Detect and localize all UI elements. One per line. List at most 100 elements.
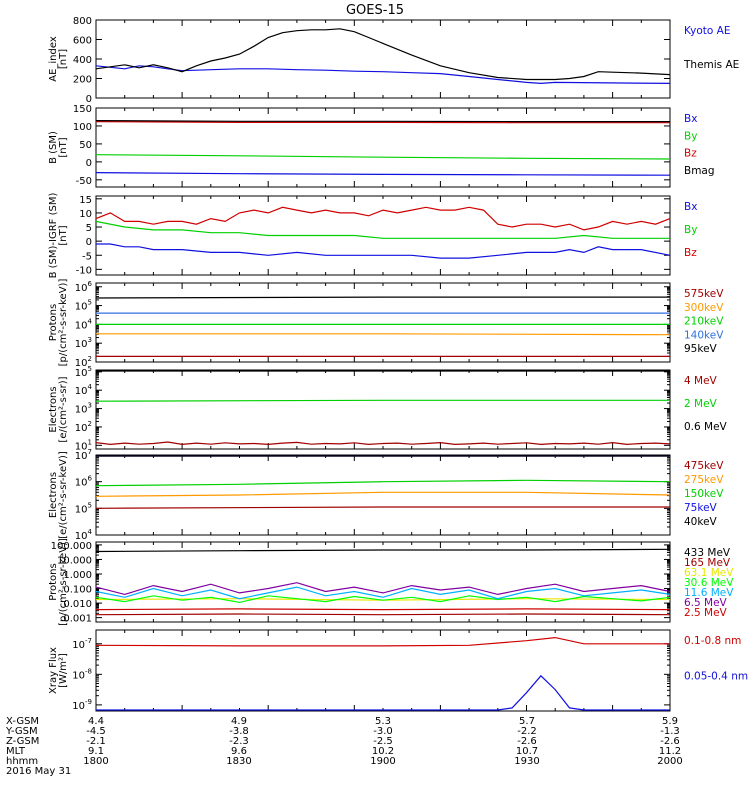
y-axis-label: [e/(cm²-s-sr)] xyxy=(58,376,69,442)
series-line xyxy=(95,121,670,124)
legend-label: 2.5 MeV xyxy=(684,607,728,619)
y-tick-label: 100.000 xyxy=(51,541,92,552)
footer-value: -2.2 xyxy=(517,726,537,737)
y-tick-label: 200 xyxy=(73,75,92,86)
legend-label: Kyoto AE xyxy=(684,25,730,37)
legend-label: 63.1 MeV xyxy=(684,567,734,579)
panel-1: AE_index [nT] 0 200 400 600 800 Kyoto AE Themis … xyxy=(48,16,739,105)
y-tick-label: 105 xyxy=(75,501,92,515)
legend-label: 4 MeV xyxy=(684,375,718,387)
y-tick-label: 104 xyxy=(75,317,93,331)
y-tick-label: 105 xyxy=(75,365,92,379)
panel-2: B (SM) [nT] -50 0 50 100 150 Bx By Bz Bmag xyxy=(48,104,715,188)
y-tick-label: -50 xyxy=(76,176,92,187)
y-axis-label: AE_index xyxy=(48,36,59,82)
legend-label: By xyxy=(684,224,697,236)
legend-label: 11.6 MeV xyxy=(684,587,734,599)
y-tick-label: 0 xyxy=(86,237,92,248)
y-tick-label: 150 xyxy=(73,104,92,115)
series-line xyxy=(95,220,670,239)
plot-title: GOES-15 xyxy=(346,3,404,18)
series-line xyxy=(95,608,671,611)
y-tick-label: 0 xyxy=(86,94,92,105)
y-axis-label: [W/m²] xyxy=(58,653,69,688)
series-line xyxy=(95,65,671,85)
footer-value: 1830 xyxy=(226,756,251,767)
series-line xyxy=(96,333,671,336)
series-line xyxy=(95,506,670,509)
footer-row-label: MLT xyxy=(6,746,26,757)
y-axis-label: Electrons xyxy=(48,472,59,518)
y-tick-label: 400 xyxy=(73,55,92,66)
y-tick-label: 10.000 xyxy=(57,555,92,566)
panel-frame xyxy=(95,369,671,450)
series-line xyxy=(95,399,670,402)
legend-label: 2 MeV xyxy=(684,398,718,410)
legend-label: 433 MeV xyxy=(684,547,731,559)
footer-value: 9.6 xyxy=(231,746,247,757)
y-tick-label: 0.010 xyxy=(63,599,92,610)
series-line xyxy=(95,479,671,487)
legend-label: 150keV xyxy=(684,488,724,500)
legend-label: Bmag xyxy=(684,165,715,177)
series-line xyxy=(96,243,671,259)
footer-value: 10.2 xyxy=(372,746,394,757)
legend-label: 140keV xyxy=(684,329,724,341)
y-tick-label: 10-8 xyxy=(72,667,92,681)
series-line xyxy=(95,636,670,647)
footer-value: 10.7 xyxy=(516,746,538,757)
series-line xyxy=(95,586,671,600)
footer-value: -2.1 xyxy=(86,736,106,747)
y-tick-label: 106 xyxy=(75,475,93,489)
footer-value: -3.0 xyxy=(373,726,393,737)
y-axis-label: [e/(cm²-s-sr-keV)] xyxy=(58,451,69,539)
footer-row-label: hhmm xyxy=(6,756,38,767)
series-line xyxy=(95,172,671,176)
legend-label: 210keV xyxy=(684,316,724,328)
legend-label: By xyxy=(684,130,697,142)
y-axis-label: Protons xyxy=(48,563,59,600)
footer-value: 1800 xyxy=(83,756,108,767)
legend-label: Bx xyxy=(684,201,697,213)
footer-value: 1900 xyxy=(370,756,395,767)
series-line xyxy=(95,120,670,123)
footer-value: -4.5 xyxy=(86,726,106,737)
y-tick-label: 103 xyxy=(75,402,92,416)
legend-label: 0.1-0.8 nm xyxy=(684,635,741,647)
footer-value: -2.6 xyxy=(517,736,537,747)
legend-label: 75keV xyxy=(684,502,718,514)
series-line xyxy=(95,595,671,604)
y-tick-label: 102 xyxy=(75,355,92,369)
footer-value: 1930 xyxy=(514,756,539,767)
legend-label: 30.6 MeV xyxy=(684,577,734,589)
footer-row-label: 2016 May 31 xyxy=(6,766,71,777)
panel-6: Electrons [e/(cm²-s-sr-keV)] 104 105 106 107 4… xyxy=(48,448,724,542)
series-line xyxy=(96,674,670,711)
y-tick-label: 10-7 xyxy=(72,637,92,651)
footer-row-label: Z-GSM xyxy=(6,736,39,747)
y-axis-label: Xray Flux xyxy=(48,647,59,694)
series-line xyxy=(95,491,671,497)
legend-label: Bx xyxy=(684,113,697,125)
footer-value: -2.3 xyxy=(229,736,249,747)
y-tick-label: 800 xyxy=(73,16,92,27)
legend-label: Bz xyxy=(684,148,697,160)
panel-8: Xray Flux [W/m²]10-9 10-8 10-7 0.1-0.8 nm 0.0… xyxy=(48,629,748,712)
series-line xyxy=(95,28,671,81)
y-tick-label: 10-9 xyxy=(72,698,92,712)
y-tick-label: 50 xyxy=(79,140,92,151)
series-line xyxy=(95,548,671,553)
series-line xyxy=(95,296,670,299)
y-tick-label: 0.100 xyxy=(63,585,92,596)
panel-frame xyxy=(95,282,671,363)
series-line xyxy=(95,154,671,160)
legend-label: 95keV xyxy=(684,343,718,355)
panel-5: Electrons [e/(cm²-s-sr)] 101 102 103 104 105 4 … xyxy=(48,365,728,452)
footer-row-label: Y-GSM xyxy=(5,726,38,737)
y-tick-label: -10 xyxy=(76,265,92,276)
series-line xyxy=(95,582,671,596)
y-tick-label: 107 xyxy=(75,448,92,462)
